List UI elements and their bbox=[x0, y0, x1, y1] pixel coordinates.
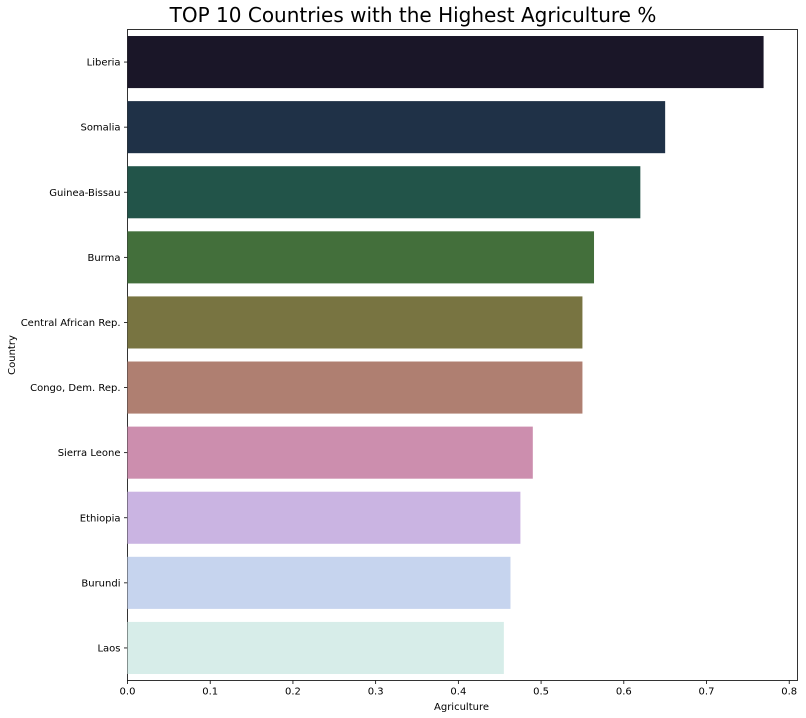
y-tick-label: Central African Rep. bbox=[21, 318, 121, 329]
y-tick-label: Somalia bbox=[80, 123, 120, 134]
bar bbox=[127, 491, 521, 544]
bar bbox=[127, 36, 764, 89]
y-tick-label: Burma bbox=[87, 253, 120, 264]
bar bbox=[127, 296, 583, 349]
y-tick-label: Burundi bbox=[81, 578, 120, 589]
y-axis-ticks: Liberia Somalia Guinea-Bissau Burma Central … bbox=[21, 58, 128, 654]
y-tick-label: Laos bbox=[97, 643, 120, 654]
y-tick-label: Sierra Leone bbox=[58, 448, 121, 459]
x-tick-label: 0.6 bbox=[616, 687, 632, 698]
bar bbox=[127, 621, 504, 674]
chart-title: TOP 10 Countries with the Highest Agricu… bbox=[169, 3, 657, 27]
x-tick-label: 0.7 bbox=[699, 687, 715, 698]
x-axis-label: Agriculture bbox=[434, 702, 489, 713]
x-tick-label: 0.4 bbox=[450, 687, 466, 698]
x-tick-label: 0.5 bbox=[533, 687, 549, 698]
y-tick-label: Guinea-Bissau bbox=[49, 188, 120, 199]
bar bbox=[127, 231, 595, 284]
bars bbox=[127, 36, 764, 674]
plot-area bbox=[127, 29, 798, 681]
y-tick-label: Congo, Dem. Rep. bbox=[30, 383, 120, 394]
x-tick-label: 0.8 bbox=[781, 687, 797, 698]
bar bbox=[127, 556, 511, 609]
y-axis-label: Country bbox=[7, 335, 18, 375]
axes-frame bbox=[127, 29, 798, 681]
bar bbox=[127, 166, 641, 219]
x-tick-label: 0.1 bbox=[202, 687, 218, 698]
bar bbox=[127, 101, 666, 154]
bar bbox=[127, 361, 583, 414]
y-tick-label: Liberia bbox=[87, 58, 121, 69]
bar bbox=[127, 426, 533, 479]
x-tick-label: 0.2 bbox=[285, 687, 301, 698]
x-tick-label: 0.0 bbox=[120, 687, 136, 698]
y-tick-label: Ethiopia bbox=[80, 513, 121, 524]
x-axis-ticks: 0.0 0.1 0.2 0.3 0.4 0.5 0.6 0.7 0.8 bbox=[120, 680, 797, 698]
x-tick-label: 0.3 bbox=[368, 687, 384, 698]
